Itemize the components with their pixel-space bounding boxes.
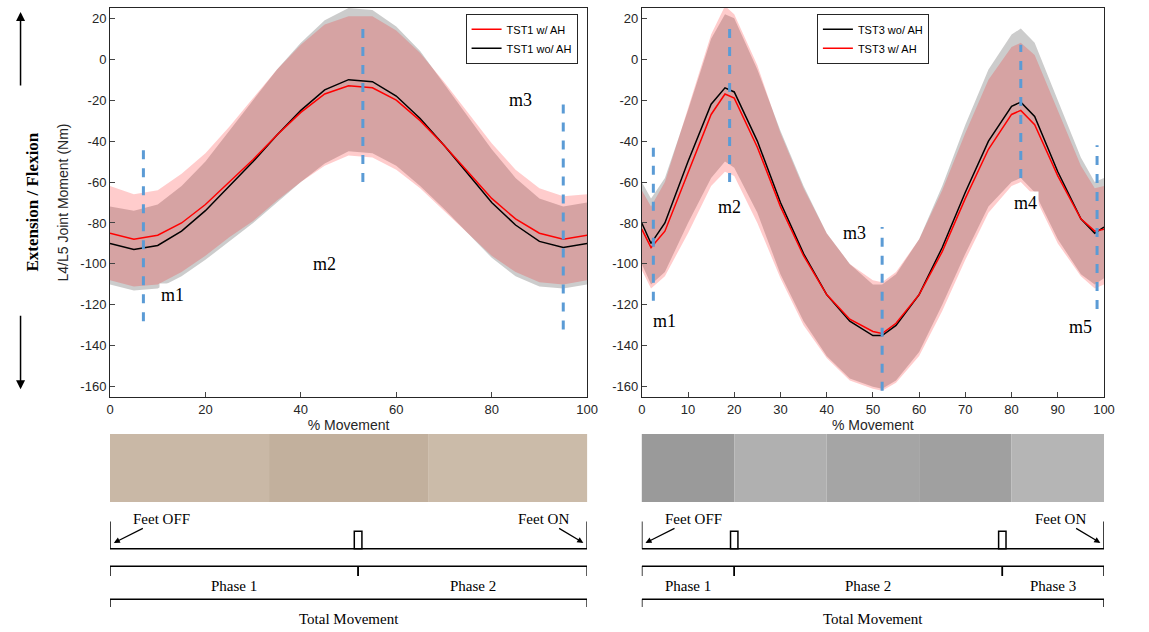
svg-text:10: 10 [681,402,695,417]
svg-text:Extension / Flexion: Extension / Flexion [23,132,42,271]
svg-text:80: 80 [1004,402,1018,417]
svg-text:20: 20 [198,402,212,417]
svg-text:-140: -140 [80,338,106,353]
svg-text:-40: -40 [88,134,107,149]
svg-text:-160: -160 [612,379,638,394]
svg-text:0: 0 [106,402,113,417]
svg-text:m3: m3 [843,223,866,243]
svg-text:-140: -140 [612,338,638,353]
svg-text:Total Movement: Total Movement [299,611,399,627]
svg-text:80: 80 [484,402,498,417]
svg-text:m1: m1 [653,311,676,331]
svg-text:-80: -80 [88,216,107,231]
svg-text:-100: -100 [80,256,106,271]
svg-text:-20: -20 [619,93,638,108]
svg-text:% Movement: % Movement [832,417,914,433]
svg-text:100: 100 [1093,402,1115,417]
svg-text:-120: -120 [612,297,638,312]
svg-text:Feet OFF: Feet OFF [665,511,722,527]
svg-text:m2: m2 [718,197,741,217]
svg-text:Total Movement: Total Movement [823,611,923,627]
svg-text:70: 70 [958,402,972,417]
svg-text:Phase 2: Phase 2 [450,578,496,594]
svg-text:TST1 wo/ AH: TST1 wo/ AH [507,43,572,55]
svg-text:40: 40 [819,402,833,417]
svg-text:0: 0 [99,52,106,67]
svg-text:-60: -60 [619,175,638,190]
svg-text:m5: m5 [1069,317,1092,337]
svg-text:50: 50 [866,402,880,417]
svg-text:m3: m3 [509,90,532,110]
svg-text:100: 100 [576,402,598,417]
svg-text:0: 0 [631,52,638,67]
svg-text:TST3 w/ AH: TST3 w/ AH [858,43,917,55]
svg-text:TST1 w/ AH: TST1 w/ AH [507,24,566,36]
svg-text:-40: -40 [619,134,638,149]
svg-text:-80: -80 [619,216,638,231]
svg-text:Feet ON: Feet ON [518,511,569,527]
svg-text:-20: -20 [88,93,107,108]
svg-text:TST3 wo/ AH: TST3 wo/ AH [858,24,923,36]
svg-text:60: 60 [389,402,403,417]
svg-text:90: 90 [1051,402,1065,417]
svg-text:Phase 2: Phase 2 [845,578,891,594]
svg-text:Phase 3: Phase 3 [1030,578,1076,594]
svg-text:20: 20 [727,402,741,417]
svg-text:-120: -120 [80,297,106,312]
svg-text:30: 30 [773,402,787,417]
svg-text:40: 40 [294,402,308,417]
svg-text:Feet OFF: Feet OFF [133,511,190,527]
svg-text:-160: -160 [80,379,106,394]
svg-text:% Movement: % Movement [308,417,390,433]
svg-text:m1: m1 [161,285,184,305]
svg-text:60: 60 [912,402,926,417]
svg-text:0: 0 [638,402,645,417]
svg-text:-100: -100 [612,256,638,271]
svg-text:20: 20 [92,11,106,26]
svg-text:m2: m2 [313,254,336,274]
svg-text:-60: -60 [88,175,107,190]
svg-text:Phase 1: Phase 1 [665,578,711,594]
svg-text:Feet ON: Feet ON [1035,511,1086,527]
svg-text:L4/L5 Joint Moment (Nm): L4/L5 Joint Moment (Nm) [55,124,71,282]
svg-text:Phase 1: Phase 1 [211,578,257,594]
svg-text:20: 20 [624,11,638,26]
svg-text:m4: m4 [1014,193,1037,213]
